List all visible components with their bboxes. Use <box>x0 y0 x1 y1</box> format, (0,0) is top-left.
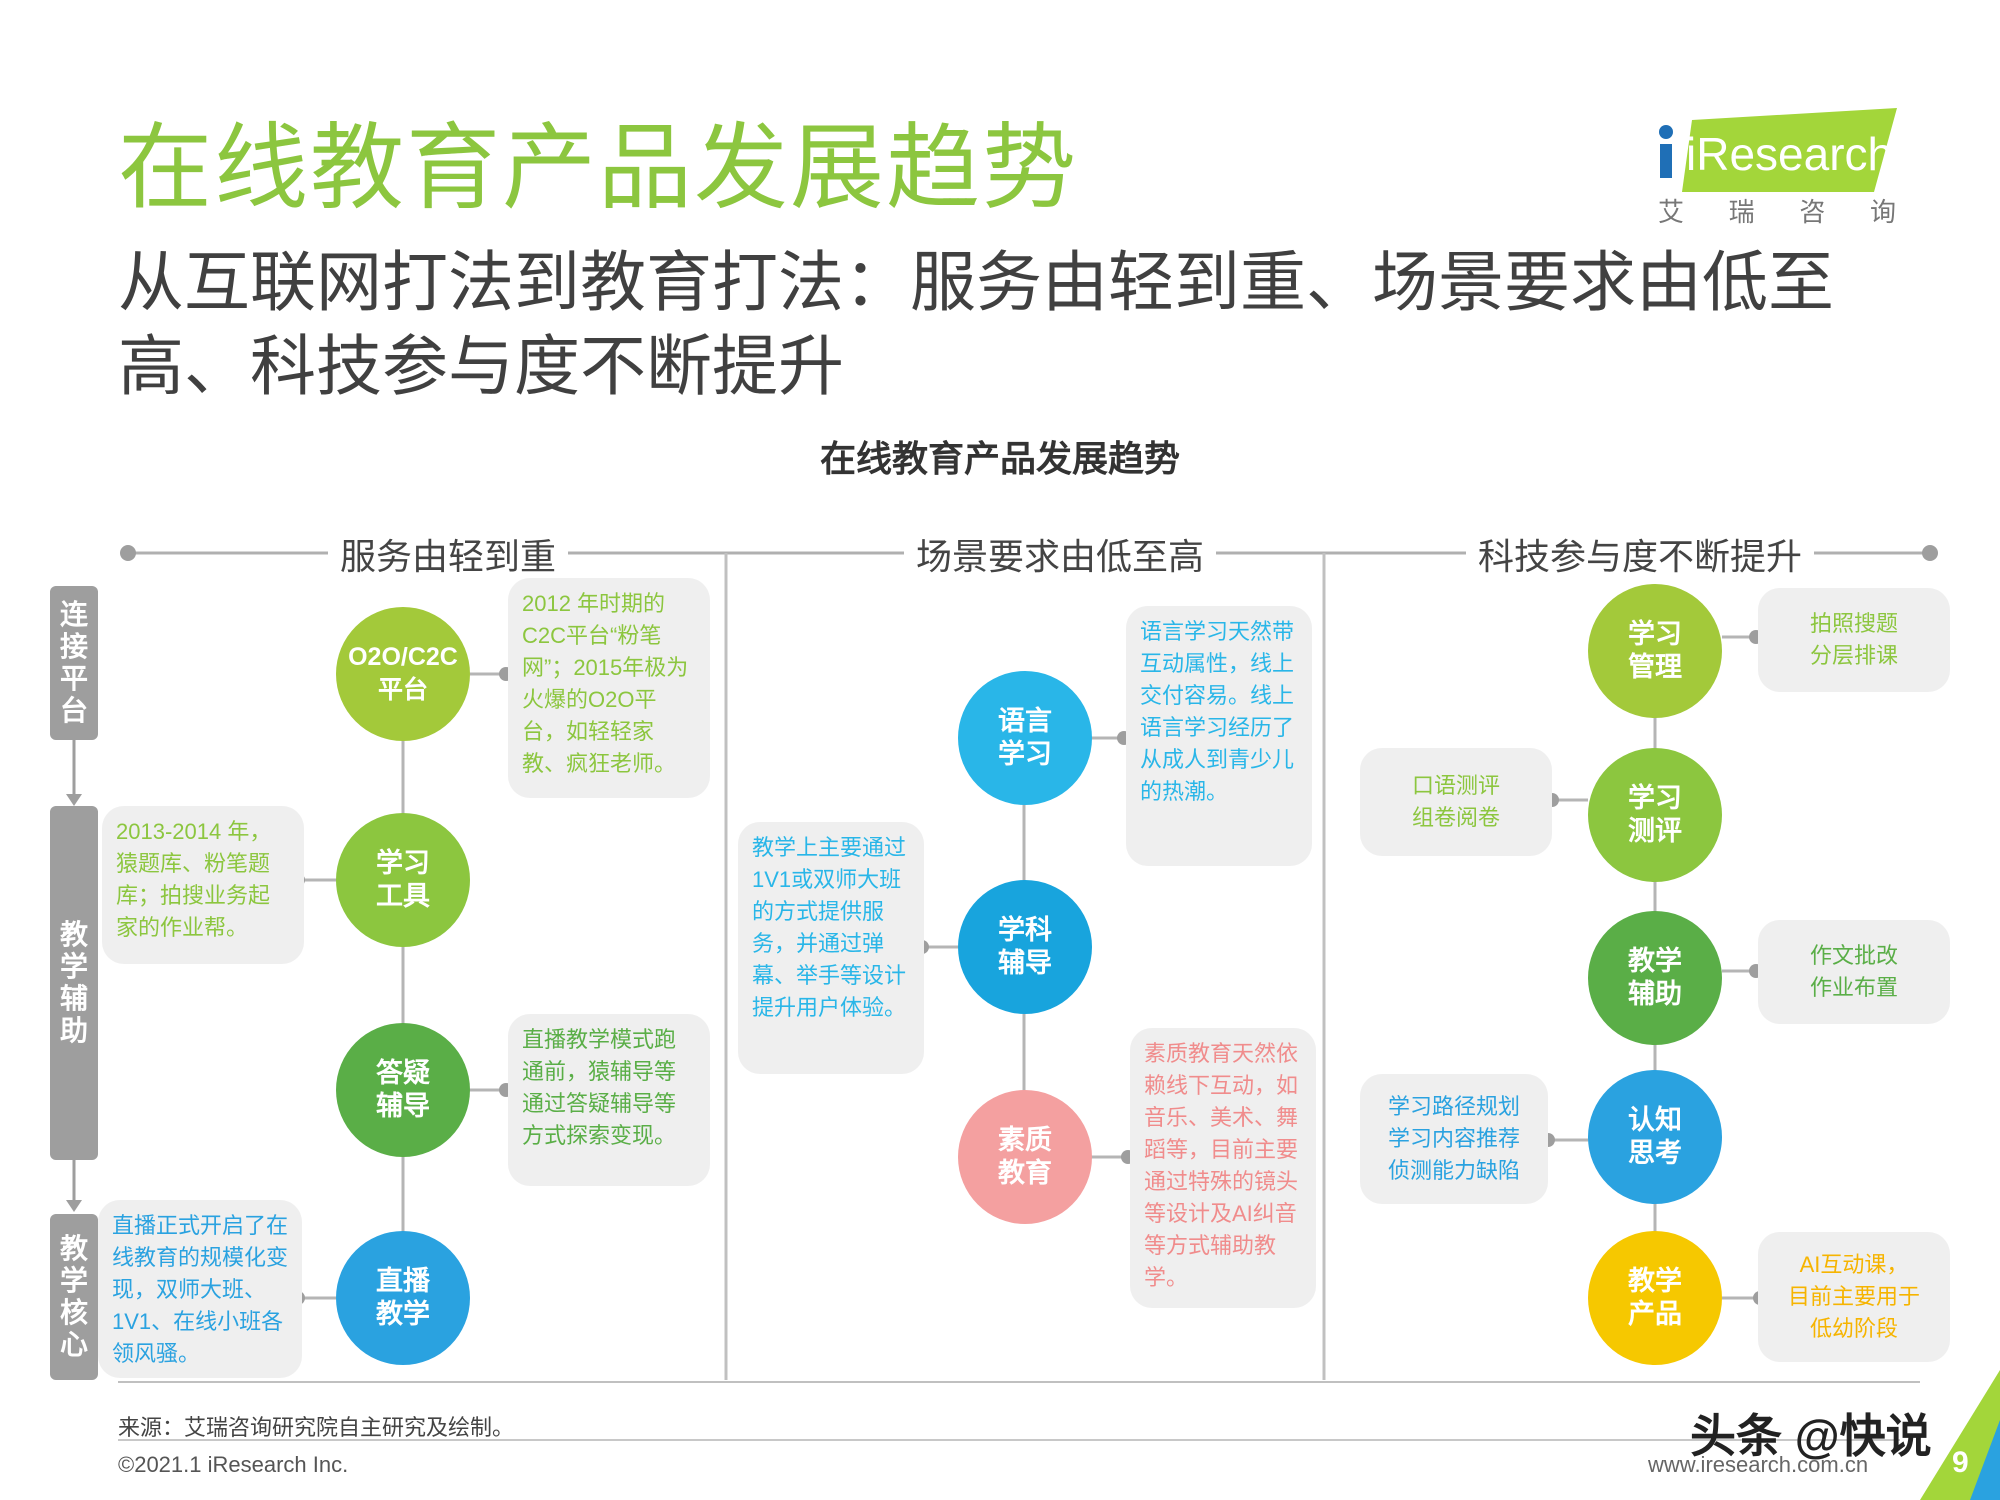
logo-chinese: 艾 瑞 咨 询 <box>1652 192 1902 229</box>
side-label-connect-platform: 连接平台 <box>50 586 98 740</box>
top-axis-end-dot <box>1922 545 1938 561</box>
note-cognitive-thinking: 学习路径规划 学习内容推荐 侦测能力缺陷 <box>1360 1074 1548 1204</box>
logo-i-stem <box>1660 144 1672 178</box>
logo-cn-char: 询 <box>1869 197 1896 227</box>
section-label-service: 服务由轻到重 <box>328 528 569 580</box>
page-number: 9 <box>1952 1446 1969 1479</box>
note-teaching-products: AI互动课， 目前主要用于 低幼阶段 <box>1758 1232 1950 1362</box>
side-label-teaching-assist: 教学辅助 <box>50 806 98 1160</box>
note-subject-tutoring: 教学上主要通过1V1或双师大班的方式提供服务，并通过弹幕、举手等设计提升用户体验… <box>738 822 924 1074</box>
logo-banner <box>1682 108 1897 192</box>
node-qa-tutoring: 答疑 辅导 <box>336 1023 470 1157</box>
page-subtitle: 从互联网打法到教育打法：服务由轻到重、场景要求由低至高、科技参与度不断提升 <box>118 245 1834 403</box>
logo-cn-char: 咨 <box>1799 197 1826 227</box>
node-learning-management: 学习 管理 <box>1588 584 1722 718</box>
copyright: ©2021.1 iResearch Inc. <box>118 1452 349 1477</box>
node-learning-tools: 学习 工具 <box>336 813 470 947</box>
side-arrow-head <box>66 794 82 806</box>
node-cognitive-thinking: 认知 思考 <box>1588 1070 1722 1204</box>
side-arrow-head <box>66 1200 82 1212</box>
note-learning-assessment: 口语测评 组卷阅卷 <box>1360 748 1552 856</box>
logo-cn-char: 瑞 <box>1728 197 1755 227</box>
logo-dot <box>1659 125 1673 139</box>
watermark: 头条 @快说 <box>1690 1410 1932 1462</box>
node-quality-education: 素质 教育 <box>958 1090 1092 1224</box>
note-live-teaching: 直播正式开启了在线教育的规模化变现，双师大班、1V1、在线小班各领风骚。 <box>98 1200 302 1378</box>
note-language-learning: 语言学习天然带互动属性，线上交付容易。线上语言学习经历了从成人到青少儿的热潮。 <box>1126 606 1312 866</box>
note-learning-tools: 2013-2014 年，猿题库、粉笔题库；拍搜业务起家的作业帮。 <box>102 806 304 964</box>
logo-text: iResearch <box>1686 128 1893 180</box>
node-subject-tutoring: 学科 辅导 <box>958 880 1092 1014</box>
source-note: 来源：艾瑞咨询研究院自主研究及绘制。 <box>118 1415 515 1440</box>
note-quality-education: 素质教育天然依赖线下互动，如音乐、美术、舞蹈等，目前主要通过特殊的镜头等设计及A… <box>1130 1028 1316 1308</box>
side-label-teaching-core: 教学核心 <box>50 1214 98 1380</box>
section-label-scenario: 场景要求由低至高 <box>904 528 1217 580</box>
diagram-title: 在线教育产品发展趋势 <box>819 438 1180 479</box>
corner-decoration <box>1970 1420 2000 1500</box>
top-axis-start-dot <box>120 545 136 561</box>
node-o2o-c2c-platform: O2O/C2C 平台 <box>336 607 470 741</box>
note-learning-management: 拍照搜题 分层排课 <box>1758 588 1950 692</box>
website-link[interactable]: www.iresearch.com.cn <box>1648 1452 1869 1477</box>
note-o2o-c2c: 2012 年时期的C2C平台“粉笔网”；2015年极为火爆的O2O平台，如轻轻家… <box>508 578 710 798</box>
node-live-teaching: 直播 教学 <box>336 1231 470 1365</box>
note-qa-tutoring: 直播教学模式跑通前，猿辅导等通过答疑辅导等方式探索变现。 <box>508 1014 710 1186</box>
logo-cn-char: 艾 <box>1658 197 1685 227</box>
iresearch-logo: iResearch <box>1659 108 1897 192</box>
node-language-learning: 语言 学习 <box>958 671 1092 805</box>
note-teaching-assist: 作文批改 作业布置 <box>1758 920 1950 1024</box>
node-teaching-products: 教学 产品 <box>1588 1231 1722 1365</box>
node-teaching-assist: 教学 辅助 <box>1588 911 1722 1045</box>
corner-decoration <box>1920 1370 2000 1500</box>
section-label-technology: 科技参与度不断提升 <box>1466 528 1815 580</box>
node-learning-assessment: 学习 测评 <box>1588 748 1722 882</box>
page-title: 在线教育产品发展趋势 <box>118 115 1079 220</box>
